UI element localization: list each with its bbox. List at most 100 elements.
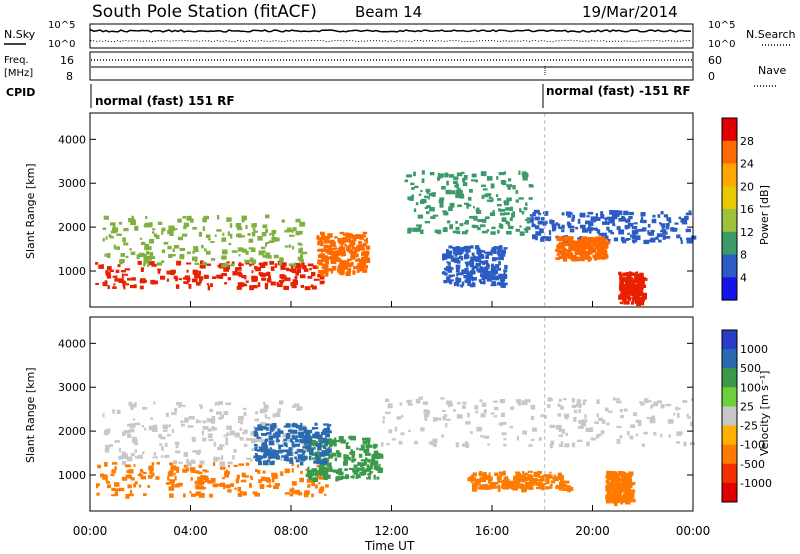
heatmap-cell (319, 460, 324, 465)
heatmap-cell (311, 271, 316, 277)
heatmap-cell (116, 246, 120, 250)
heatmap-cell (472, 282, 476, 288)
heatmap-cell (125, 242, 129, 245)
heatmap-cell (264, 283, 269, 288)
heatmap-cell (178, 461, 183, 464)
heatmap-cell (415, 399, 421, 404)
power-colorbar-label: Power [dB] (758, 185, 771, 245)
heatmap-cell (314, 474, 318, 477)
heatmap-cell (478, 262, 482, 267)
heatmap-cell (183, 281, 186, 284)
heatmap-cell (621, 282, 624, 287)
ytick-label: 2000 (58, 221, 86, 234)
heatmap-cell (283, 267, 290, 270)
heatmap-cell (238, 254, 241, 257)
heatmap-cell (611, 479, 617, 482)
heatmap-cell (588, 223, 591, 229)
heatmap-cell (466, 271, 470, 276)
heatmap-cell (642, 277, 648, 281)
heatmap-cell (437, 176, 441, 181)
heatmap-cell (365, 444, 369, 449)
heatmap-cell (324, 272, 329, 277)
heatmap-cell (171, 482, 175, 488)
heatmap-cell (336, 452, 342, 458)
heatmap-cell (271, 237, 278, 242)
heatmap-cell (621, 477, 627, 481)
heatmap-cell (311, 285, 317, 290)
heatmap-cell (485, 263, 490, 267)
heatmap-cell (262, 254, 267, 258)
heatmap-cell (301, 251, 308, 255)
heatmap-cell (660, 404, 665, 409)
heatmap-cell (338, 472, 341, 476)
heatmap-cell (581, 239, 585, 244)
heatmap-cell (326, 462, 332, 467)
colorbar-swatch (722, 387, 737, 407)
heatmap-cell (268, 275, 271, 280)
heatmap-cell (612, 210, 618, 215)
heatmap-cell (478, 257, 482, 262)
heatmap-cell (166, 270, 171, 275)
heatmap-cell (579, 236, 582, 240)
heatmap-cell (210, 418, 216, 424)
heatmap-cell (276, 281, 279, 287)
heatmap-cell (500, 252, 506, 257)
heatmap-cell (262, 225, 265, 228)
heatmap-cell (577, 242, 583, 246)
heatmap-cell (198, 278, 202, 284)
heatmap-cell (535, 226, 539, 230)
heatmap-cell (432, 438, 438, 443)
heatmap-cell (605, 474, 611, 477)
heatmap-cell (469, 283, 474, 288)
heatmap-cell (286, 451, 293, 456)
heatmap-cell (493, 415, 498, 418)
heatmap-cell (261, 426, 267, 430)
heatmap-cell (263, 460, 269, 466)
heatmap-cell (375, 452, 381, 458)
heatmap-cell (278, 280, 285, 283)
heatmap-cell (461, 443, 468, 447)
heatmap-cell (367, 472, 372, 476)
heatmap-cell (126, 456, 133, 462)
heatmap-cell (204, 478, 210, 483)
heatmap-cell (368, 444, 373, 448)
heatmap-cell (350, 255, 355, 260)
heatmap-cell (217, 483, 221, 487)
heatmap-cell (299, 230, 303, 235)
xtick-label: 00:00 (676, 524, 711, 538)
heatmap-cell (639, 285, 644, 290)
heatmap-cell (477, 219, 483, 223)
colorbar-frame (721, 329, 738, 503)
heatmap-cell (212, 462, 216, 466)
heatmap-cell (608, 229, 613, 233)
heatmap-cell (447, 278, 451, 283)
heatmap-cell (690, 421, 693, 427)
freq-nave-panel: Freq. [MHz] 16 8 60 0 Nave (4, 51, 786, 87)
heatmap-cell (318, 476, 325, 480)
heatmap-cell (482, 272, 486, 275)
heatmap-cell (316, 266, 319, 270)
heatmap-cell (278, 444, 284, 447)
heatmap-cell (605, 218, 608, 223)
heatmap-cell (358, 244, 364, 247)
heatmap-cell (563, 236, 567, 240)
heatmap-cell (621, 215, 625, 218)
heatmap-cell (118, 455, 123, 460)
heatmap-cell (418, 224, 422, 228)
heatmap-cell (251, 223, 257, 228)
heatmap-cell (346, 233, 353, 238)
heatmap-cell (521, 211, 525, 215)
heatmap-cell (261, 433, 267, 436)
heatmap-cell (105, 236, 108, 240)
heatmap-cell (312, 265, 318, 269)
heatmap-cell (314, 484, 318, 489)
heatmap-cell (195, 485, 199, 490)
colorbar-tick-label: 8 (740, 249, 747, 262)
heatmap-cell (277, 237, 280, 242)
heatmap-cell (459, 223, 464, 227)
heatmap-cell (367, 467, 372, 471)
heatmap-cell (561, 428, 565, 434)
heatmap-cell (629, 435, 634, 440)
heatmap-cell (626, 473, 631, 476)
heatmap-cell (471, 276, 474, 282)
